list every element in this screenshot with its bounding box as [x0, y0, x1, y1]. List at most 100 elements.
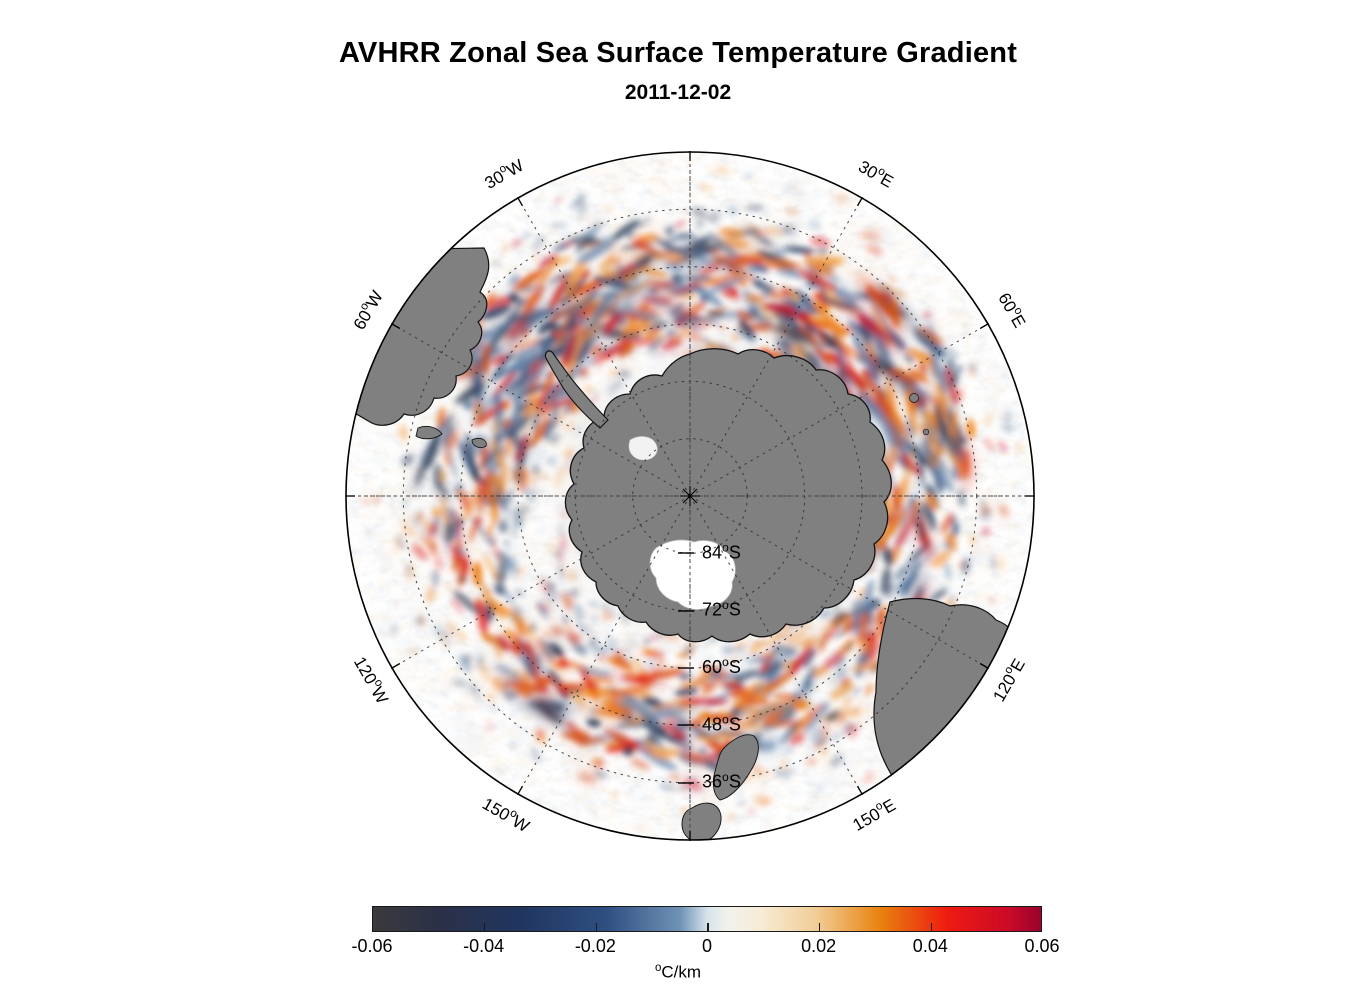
colorbar-tick-label: 0.04 [912, 936, 948, 956]
eddy-feature [872, 597, 881, 610]
eddy-feature [465, 595, 481, 609]
eddy-feature [602, 319, 616, 325]
latitude-label: 72oS [702, 598, 741, 620]
eddy-feature [894, 454, 901, 464]
eddy-feature [555, 185, 573, 191]
eddy-feature [806, 307, 819, 321]
eddy-feature [467, 750, 477, 755]
eddy-feature [693, 739, 708, 745]
colorbar-tick-label: -0.04 [463, 936, 505, 956]
eddy-feature [462, 478, 469, 487]
eddy-feature [737, 797, 745, 806]
eddy-feature [816, 355, 825, 365]
eddy-feature [695, 220, 704, 227]
eddy-feature [433, 527, 438, 546]
eddy-feature [484, 292, 496, 305]
eddy-feature [443, 425, 461, 458]
eddy-feature [605, 206, 613, 213]
eddy-feature [909, 505, 937, 566]
eddy-feature [550, 796, 564, 808]
eddy-feature [610, 685, 650, 696]
eddy-feature [898, 435, 906, 445]
eddy-feature [525, 344, 529, 363]
eddy-feature [734, 639, 748, 648]
eddy-feature [595, 659, 603, 671]
eddy-feature [701, 688, 712, 695]
eddy-feature [729, 332, 740, 342]
eddy-feature [866, 354, 883, 392]
eddy-feature [826, 251, 836, 265]
eddy-feature [907, 368, 929, 383]
eddy-feature [620, 164, 628, 173]
eddy-feature [506, 233, 513, 243]
eddy-feature [1014, 443, 1024, 453]
eddy-feature [472, 472, 488, 526]
longitude-label: 30oW [480, 154, 527, 194]
eddy-feature [512, 610, 528, 644]
eddy-feature [797, 673, 817, 700]
eddy-feature [625, 638, 641, 648]
eddy-feature [617, 316, 634, 327]
eddy-feature [900, 351, 908, 359]
eddy-feature [535, 740, 543, 747]
eddy-feature [806, 256, 817, 267]
eddy-feature [487, 324, 505, 350]
eddy-feature [855, 363, 861, 371]
eddy-feature [518, 567, 524, 576]
eddy-feature [546, 542, 555, 555]
latitude-label: 48oS [702, 713, 741, 735]
eddy-feature [868, 222, 878, 232]
eddy-feature [529, 416, 550, 448]
eddy-feature [580, 228, 600, 238]
eddy-feature [560, 436, 568, 445]
eddy-feature [496, 292, 512, 304]
eddy-feature [874, 578, 882, 586]
eddy-feature [833, 617, 839, 624]
eddy-feature [576, 729, 628, 747]
eddy-feature [546, 507, 551, 515]
eddy-feature [655, 659, 667, 668]
eddy-feature [579, 624, 596, 635]
eddy-feature [819, 758, 835, 765]
eddy-feature [833, 709, 850, 731]
eddy-feature [529, 488, 537, 497]
eddy-feature [984, 436, 994, 453]
eddy-feature [808, 220, 822, 229]
eddy-feature [525, 623, 571, 685]
eddy-feature [628, 779, 644, 788]
eddy-feature [588, 271, 644, 287]
eddy-feature [636, 799, 644, 806]
eddy-feature [451, 597, 463, 614]
eddy-feature [405, 467, 412, 483]
eddy-feature [493, 282, 563, 295]
eddy-feature [493, 615, 502, 627]
eddy-feature [482, 553, 500, 583]
eddy-feature [367, 530, 373, 538]
eddy-feature [556, 531, 564, 546]
eddy-feature [781, 767, 800, 775]
eddy-feature [616, 680, 627, 687]
heard-island [922, 428, 930, 436]
eddy-feature [458, 438, 472, 473]
eddy-feature [865, 633, 877, 639]
eddy-feature [719, 710, 739, 727]
colorbar[interactable] [372, 906, 1042, 932]
eddy-feature [521, 230, 531, 240]
polar-map: 0o30oE60oE90oE120oE150oE180oW150oW120oW9… [334, 140, 1046, 852]
eddy-feature [844, 641, 854, 653]
eddy-feature [682, 645, 695, 656]
longitude-label: 150oE [848, 793, 899, 835]
eddy-feature [586, 339, 592, 347]
eddy-feature [656, 717, 692, 747]
eddy-feature [591, 275, 661, 305]
eddy-feature [846, 704, 865, 720]
eddy-feature [650, 748, 681, 758]
eddy-feature [696, 766, 705, 775]
eddy-feature [697, 183, 713, 191]
eddy-feature [738, 645, 747, 652]
eddy-feature [486, 433, 502, 446]
eddy-feature [494, 302, 502, 314]
eddy-feature [399, 424, 409, 441]
eddy-feature [815, 699, 826, 712]
colorbar-tick [707, 923, 709, 931]
